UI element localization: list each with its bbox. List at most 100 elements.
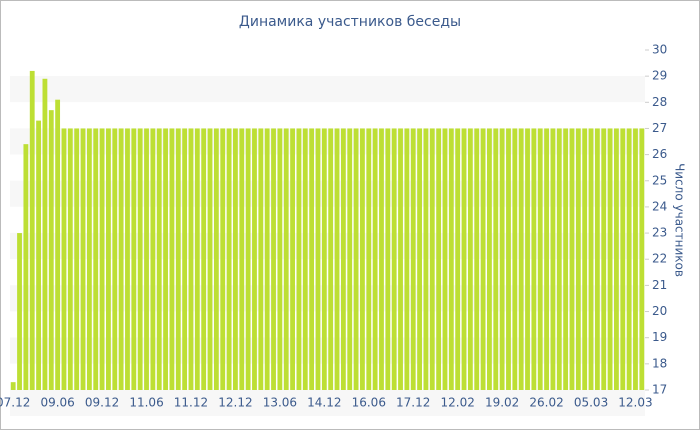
bar: [29, 70, 35, 390]
bar: [169, 128, 175, 390]
bar: [150, 128, 156, 390]
bar: [531, 128, 537, 390]
background-band: [10, 337, 645, 364]
bar: [86, 128, 92, 390]
bar: [550, 128, 556, 390]
bar: [118, 128, 124, 390]
x-tick-label: 17.12: [396, 396, 430, 410]
bar: [207, 128, 213, 390]
y-axis-label: Число участников: [673, 163, 687, 277]
bar: [601, 128, 607, 390]
y-tick-label: 25: [652, 173, 667, 187]
bar: [194, 128, 200, 390]
bar: [353, 128, 359, 390]
y-tick-label: 23: [652, 226, 667, 240]
bar: [626, 128, 632, 390]
x-tick-label: 26.02: [529, 396, 563, 410]
bar: [296, 128, 302, 390]
bar: [556, 128, 562, 390]
bar: [239, 128, 245, 390]
bar: [404, 128, 410, 390]
bar: [455, 128, 461, 390]
x-tick-label: 12.02: [440, 396, 474, 410]
bar: [220, 128, 226, 390]
bar: [398, 128, 403, 390]
bar: [80, 128, 86, 390]
bar: [607, 128, 613, 390]
background-band: [10, 389, 645, 416]
bar: [61, 128, 67, 390]
y-tick-label: 22: [652, 252, 667, 266]
y-tick-label: 19: [652, 330, 667, 344]
y-tick-label: 27: [652, 121, 667, 135]
bar: [537, 128, 543, 390]
x-tick-label: 09.06: [40, 396, 74, 410]
bar: [448, 128, 454, 390]
bar: [474, 128, 480, 390]
bar: [93, 128, 99, 390]
x-tick-label: 12.03: [618, 396, 652, 410]
bar: [182, 128, 188, 390]
bar: [588, 128, 594, 390]
x-tick-label: 09.12: [85, 396, 119, 410]
bar: [67, 128, 73, 390]
bar: [480, 128, 486, 390]
bar: [334, 128, 340, 390]
bar: [277, 128, 283, 390]
x-tick-label: 13.06: [263, 396, 297, 410]
y-tick-label: 28: [652, 95, 667, 109]
chart-title: Динамика участников беседы: [239, 14, 461, 30]
bar: [328, 128, 334, 390]
bar: [23, 144, 29, 390]
bar: [36, 120, 41, 390]
bar: [252, 128, 257, 390]
bar: [544, 128, 549, 390]
bar: [106, 128, 111, 390]
bar: [467, 128, 473, 390]
bar: [575, 128, 581, 390]
background-band: [10, 128, 645, 155]
bar: [283, 128, 289, 390]
bar: [518, 128, 524, 390]
bar: [417, 128, 422, 390]
bar: [213, 128, 219, 390]
bar: [233, 128, 238, 390]
y-tick-label: 30: [652, 43, 667, 57]
x-tick-label: 19.02: [485, 396, 519, 410]
bar: [42, 78, 48, 391]
bar: [55, 99, 61, 390]
background-band: [10, 180, 645, 207]
bar: [264, 128, 270, 390]
bar: [175, 128, 181, 390]
x-tick-label: 16.06: [352, 396, 386, 410]
y-tick-label: 21: [652, 278, 667, 292]
bar: [493, 128, 499, 390]
bar: [487, 128, 492, 390]
bar: [391, 128, 397, 390]
bar: [258, 128, 264, 390]
bar: [436, 128, 442, 390]
bar: [499, 128, 505, 390]
bar: [461, 128, 467, 390]
y-tick-label: 29: [652, 69, 667, 83]
bar: [340, 128, 346, 390]
y-tick-label: 26: [652, 147, 667, 161]
bar: [582, 128, 588, 390]
bar: [512, 128, 518, 390]
bar: [321, 128, 327, 390]
bar: [99, 128, 105, 390]
x-tick-label: 07.12: [0, 396, 30, 410]
bar: [594, 128, 600, 390]
bar: [226, 128, 232, 390]
bar: [563, 128, 569, 390]
y-tick-label: 18: [652, 356, 667, 370]
bar: [17, 233, 22, 390]
bar: [302, 128, 308, 390]
bar: [10, 382, 16, 390]
bar: [429, 128, 435, 390]
bar: [131, 128, 137, 390]
background-band: [10, 232, 645, 260]
bar: [163, 128, 168, 390]
x-tick-label: 05.03: [574, 396, 608, 410]
bar: [245, 128, 251, 390]
